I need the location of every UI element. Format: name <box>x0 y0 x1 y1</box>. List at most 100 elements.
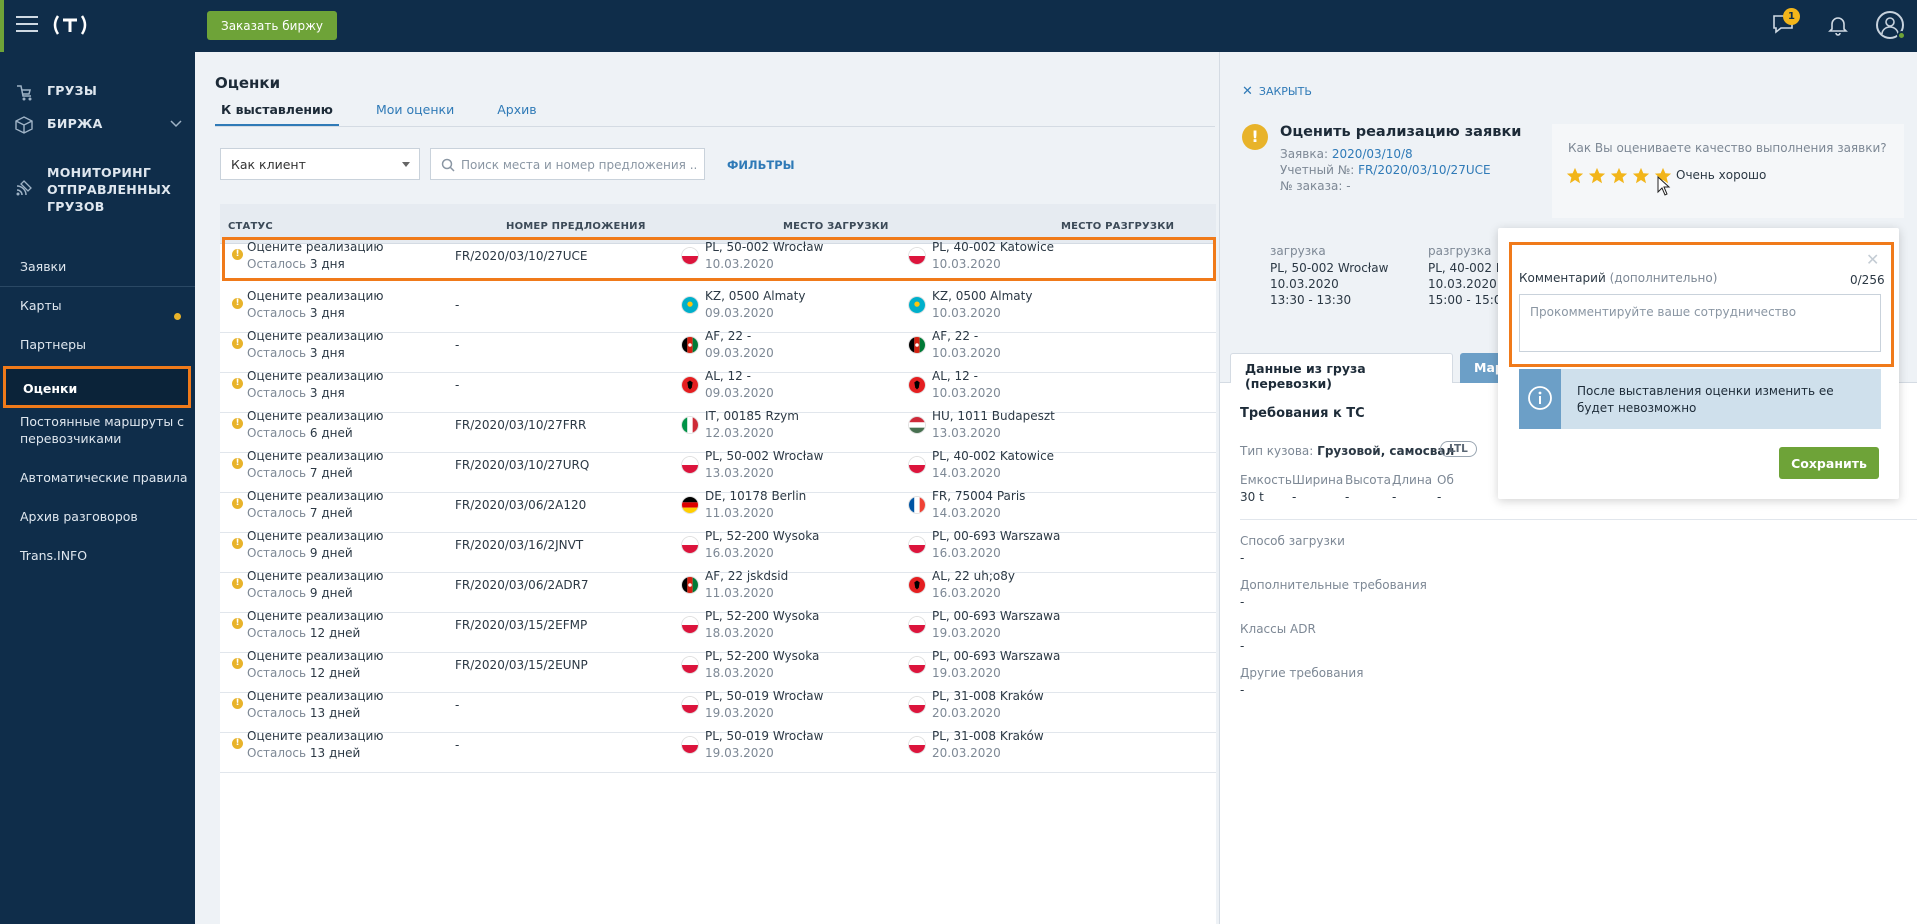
unloading-place: PL, 00-693 Warszawa <box>932 649 1061 663</box>
tab-to-rate[interactable]: К выставлению <box>215 102 339 127</box>
sidebar-item-monitoring[interactable]: МОНИТОРИНГ ОТПРАВЛЕННЫХ ГРУЗОВ <box>0 164 195 215</box>
sidebar-item-auto-rules[interactable]: Автоматические правила <box>20 470 188 485</box>
table-row[interactable]: ! Оцените реализацию Осталось 3 дня - KZ, 05… <box>220 284 1216 333</box>
loading-place: PL, 50-002 Wrocław <box>1270 261 1389 275</box>
sidebar-item-requests[interactable]: Заявки <box>20 259 67 274</box>
comment-textarea[interactable] <box>1519 294 1881 352</box>
unloading-place: PL, 00-693 Warszawa <box>932 609 1061 623</box>
rating-label: Очень хорошо <box>1676 168 1767 182</box>
sidebar-item-label: БИРЖА <box>47 116 103 131</box>
warning-icon: ! <box>1242 124 1268 150</box>
flag-icon <box>681 656 699 674</box>
ratings-table: СТАТУС НОМЕР ПРЕДЛОЖЕНИЯ МЕСТО ЗАГРУЗКИ … <box>220 204 1216 924</box>
menu-icon[interactable] <box>16 16 38 34</box>
spec-label: Высота <box>1345 473 1391 487</box>
sidebar-item-ratings[interactable]: Оценки <box>3 366 191 408</box>
request-label: Заявка: <box>1280 147 1328 161</box>
table-row[interactable]: ! Оцените реализацию Осталось 12 дней FR/20… <box>220 604 1216 653</box>
loading-date: 11.03.2020 <box>705 506 774 520</box>
flag-icon <box>681 376 699 394</box>
loading-place: PL, 52-200 Wysoka <box>705 609 820 623</box>
star-icon[interactable] <box>1566 167 1584 185</box>
comment-label: Комментарий (дополнительно) <box>1519 271 1717 285</box>
search-input[interactable] <box>461 155 696 175</box>
search-icon <box>441 158 455 172</box>
loading-date: 09.03.2020 <box>705 386 774 400</box>
warning-icon: ! <box>232 498 243 509</box>
logo[interactable] <box>50 13 90 37</box>
table-row[interactable]: ! Оцените реализацию Осталось 3 дня - AF, 22… <box>220 324 1216 373</box>
unloading-place: AL, 12 - <box>932 369 978 383</box>
loading-caption: загрузка <box>1270 244 1326 258</box>
comment-counter: 0/256 <box>1850 273 1885 287</box>
bell-icon[interactable] <box>1827 14 1849 36</box>
table-row[interactable]: ! Оцените реализацию Осталось 3 дня - AL, 12… <box>220 364 1216 413</box>
status-remaining: Осталось 9 дней <box>247 546 353 560</box>
table-row[interactable]: ! Оцените реализацию Осталось 7 дней FR/202… <box>220 444 1216 493</box>
unloading-place: AF, 22 - <box>932 329 979 343</box>
loading-place: AF, 22 - <box>705 329 752 343</box>
flag-icon <box>681 336 699 354</box>
offer-number: - <box>455 338 460 352</box>
sidebar-item-exchange[interactable]: БИРЖА <box>0 115 195 135</box>
star-icon[interactable] <box>1588 167 1606 185</box>
main-content: Оценки К выставлению Мои оценки Архив Ка… <box>195 52 1219 924</box>
sidebar-item-routes[interactable]: Постоянные маршруты с перевозчиками <box>20 414 185 446</box>
offer-number: - <box>455 698 460 712</box>
sidebar-item-chat-archive[interactable]: Архив разговоров <box>20 509 138 524</box>
request-link[interactable]: 2020/03/10/8 <box>1331 147 1413 161</box>
table-row[interactable]: ! Оцените реализацию Осталось 3 дня FR/2020… <box>222 237 1216 281</box>
offer-number: FR/2020/03/06/2ADR7 <box>455 578 589 592</box>
accent-edge <box>0 0 4 52</box>
caret-down-icon <box>402 162 410 167</box>
offer-number: FR/2020/03/10/27UCE <box>455 249 588 263</box>
sidebar-item-partners[interactable]: Партнеры <box>20 337 86 352</box>
mouse-cursor-icon <box>1657 176 1671 196</box>
status-remaining: Осталось 3 дня <box>247 257 345 271</box>
th-loading-place: МЕСТО ЗАГРУЗКИ <box>783 221 889 232</box>
unloading-place: AL, 22 uh;o8y <box>932 569 1015 583</box>
client-select[interactable]: Как клиент <box>220 148 420 180</box>
loading-place: IT, 00185 Rzym <box>705 409 799 423</box>
star-icon[interactable] <box>1632 167 1650 185</box>
table-row[interactable]: ! Оцените реализацию Осталось 7 дней FR/202… <box>220 484 1216 533</box>
table-row[interactable]: ! Оцените реализацию Осталось 12 дней FR/20… <box>220 644 1216 693</box>
tab-archive[interactable]: Архив <box>497 102 537 117</box>
th-offer-number: НОМЕР ПРЕДЛОЖЕНИЯ <box>506 221 646 232</box>
warning-icon: ! <box>232 738 243 749</box>
search-box[interactable] <box>430 148 705 180</box>
rating-box: Как Вы оцениваете качество выполнения за… <box>1552 124 1904 218</box>
unloading-date: 14.03.2020 <box>932 506 1001 520</box>
close-panel-link[interactable]: ✕ ЗАКРЫТЬ <box>1242 84 1312 99</box>
online-status-dot <box>1897 31 1906 40</box>
save-button[interactable]: Сохранить <box>1779 447 1879 479</box>
unloading-date: 14.03.2020 <box>932 466 1001 480</box>
account-link[interactable]: FR/2020/03/10/27UCE <box>1358 163 1491 177</box>
flag-icon <box>681 247 699 265</box>
unloading-date: 10.03.2020 <box>932 257 1001 271</box>
unloading-place: KZ, 0500 Almaty <box>932 289 1033 303</box>
tab-cargo-data[interactable]: Данные из груза (перевозки) <box>1230 353 1453 391</box>
table-row[interactable]: ! Оцените реализацию Осталось 9 дней FR/202… <box>220 524 1216 573</box>
sidebar-item-maps[interactable]: Карты <box>20 298 62 313</box>
table-row[interactable]: ! Оцените реализацию Осталось 13 дней - PL, … <box>220 684 1216 733</box>
flag-icon <box>681 536 699 554</box>
sidebar-item-cargo[interactable]: ГРУЗЫ <box>0 82 195 102</box>
close-icon[interactable]: ✕ <box>1866 250 1880 269</box>
order-exchange-button[interactable]: Заказать биржу <box>207 11 337 40</box>
star-icon[interactable] <box>1610 167 1628 185</box>
offer-number: FR/2020/03/15/2EFMP <box>455 618 588 632</box>
filters-link[interactable]: ФИЛЬТРЫ <box>727 158 795 172</box>
table-row[interactable]: ! Оцените реализацию Осталось 9 дней FR/202… <box>220 564 1216 613</box>
account-line: Учетный №: FR/2020/03/10/27UCE <box>1280 163 1491 177</box>
spec-item: Об - <box>1437 472 1454 506</box>
table-row[interactable]: ! Оцените реализацию Осталось 13 дней - PL, … <box>220 724 1216 773</box>
table-row[interactable]: ! Оцените реализацию Осталось 6 дней FR/202… <box>220 404 1216 453</box>
tab-my-ratings[interactable]: Мои оценки <box>375 102 455 117</box>
sidebar-divider <box>0 286 195 287</box>
sidebar-item-transinfo[interactable]: Trans.INFO <box>20 548 88 563</box>
status-remaining: Осталось 9 дней <box>247 586 353 600</box>
loading-date: 18.03.2020 <box>705 666 774 680</box>
offer-number: - <box>455 378 460 392</box>
warning-icon: ! <box>232 378 243 389</box>
